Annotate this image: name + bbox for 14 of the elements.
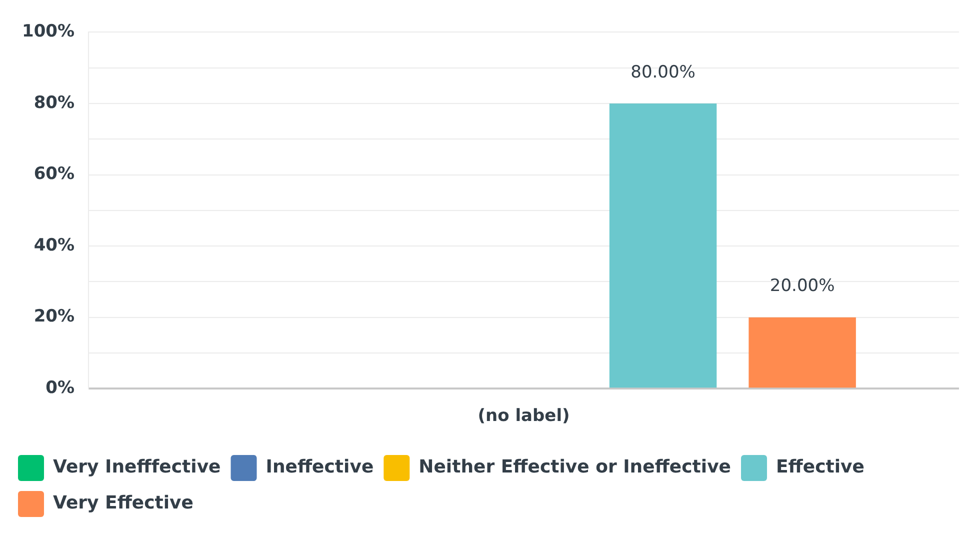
legend-label: Neither Effective or Ineffective: [418, 456, 732, 478]
data-label: 80.00%: [630, 62, 696, 82]
legend-label: Very Inefffective: [53, 456, 221, 478]
legend-label: Effective: [776, 456, 864, 478]
y-tick-label: 0%: [46, 378, 75, 398]
x-tick-label: (no label): [478, 406, 570, 426]
y-tick-label: 80%: [34, 92, 75, 113]
legend-label: Very Effective: [53, 492, 194, 514]
y-tick-label: 40%: [34, 235, 75, 256]
y-tick-label: 60%: [34, 164, 75, 184]
legend-label: Ineffective: [266, 456, 374, 478]
y-tick-label: 20%: [34, 306, 75, 327]
data-label: 20.00%: [770, 276, 835, 296]
y-tick-label: 100%: [22, 22, 75, 42]
